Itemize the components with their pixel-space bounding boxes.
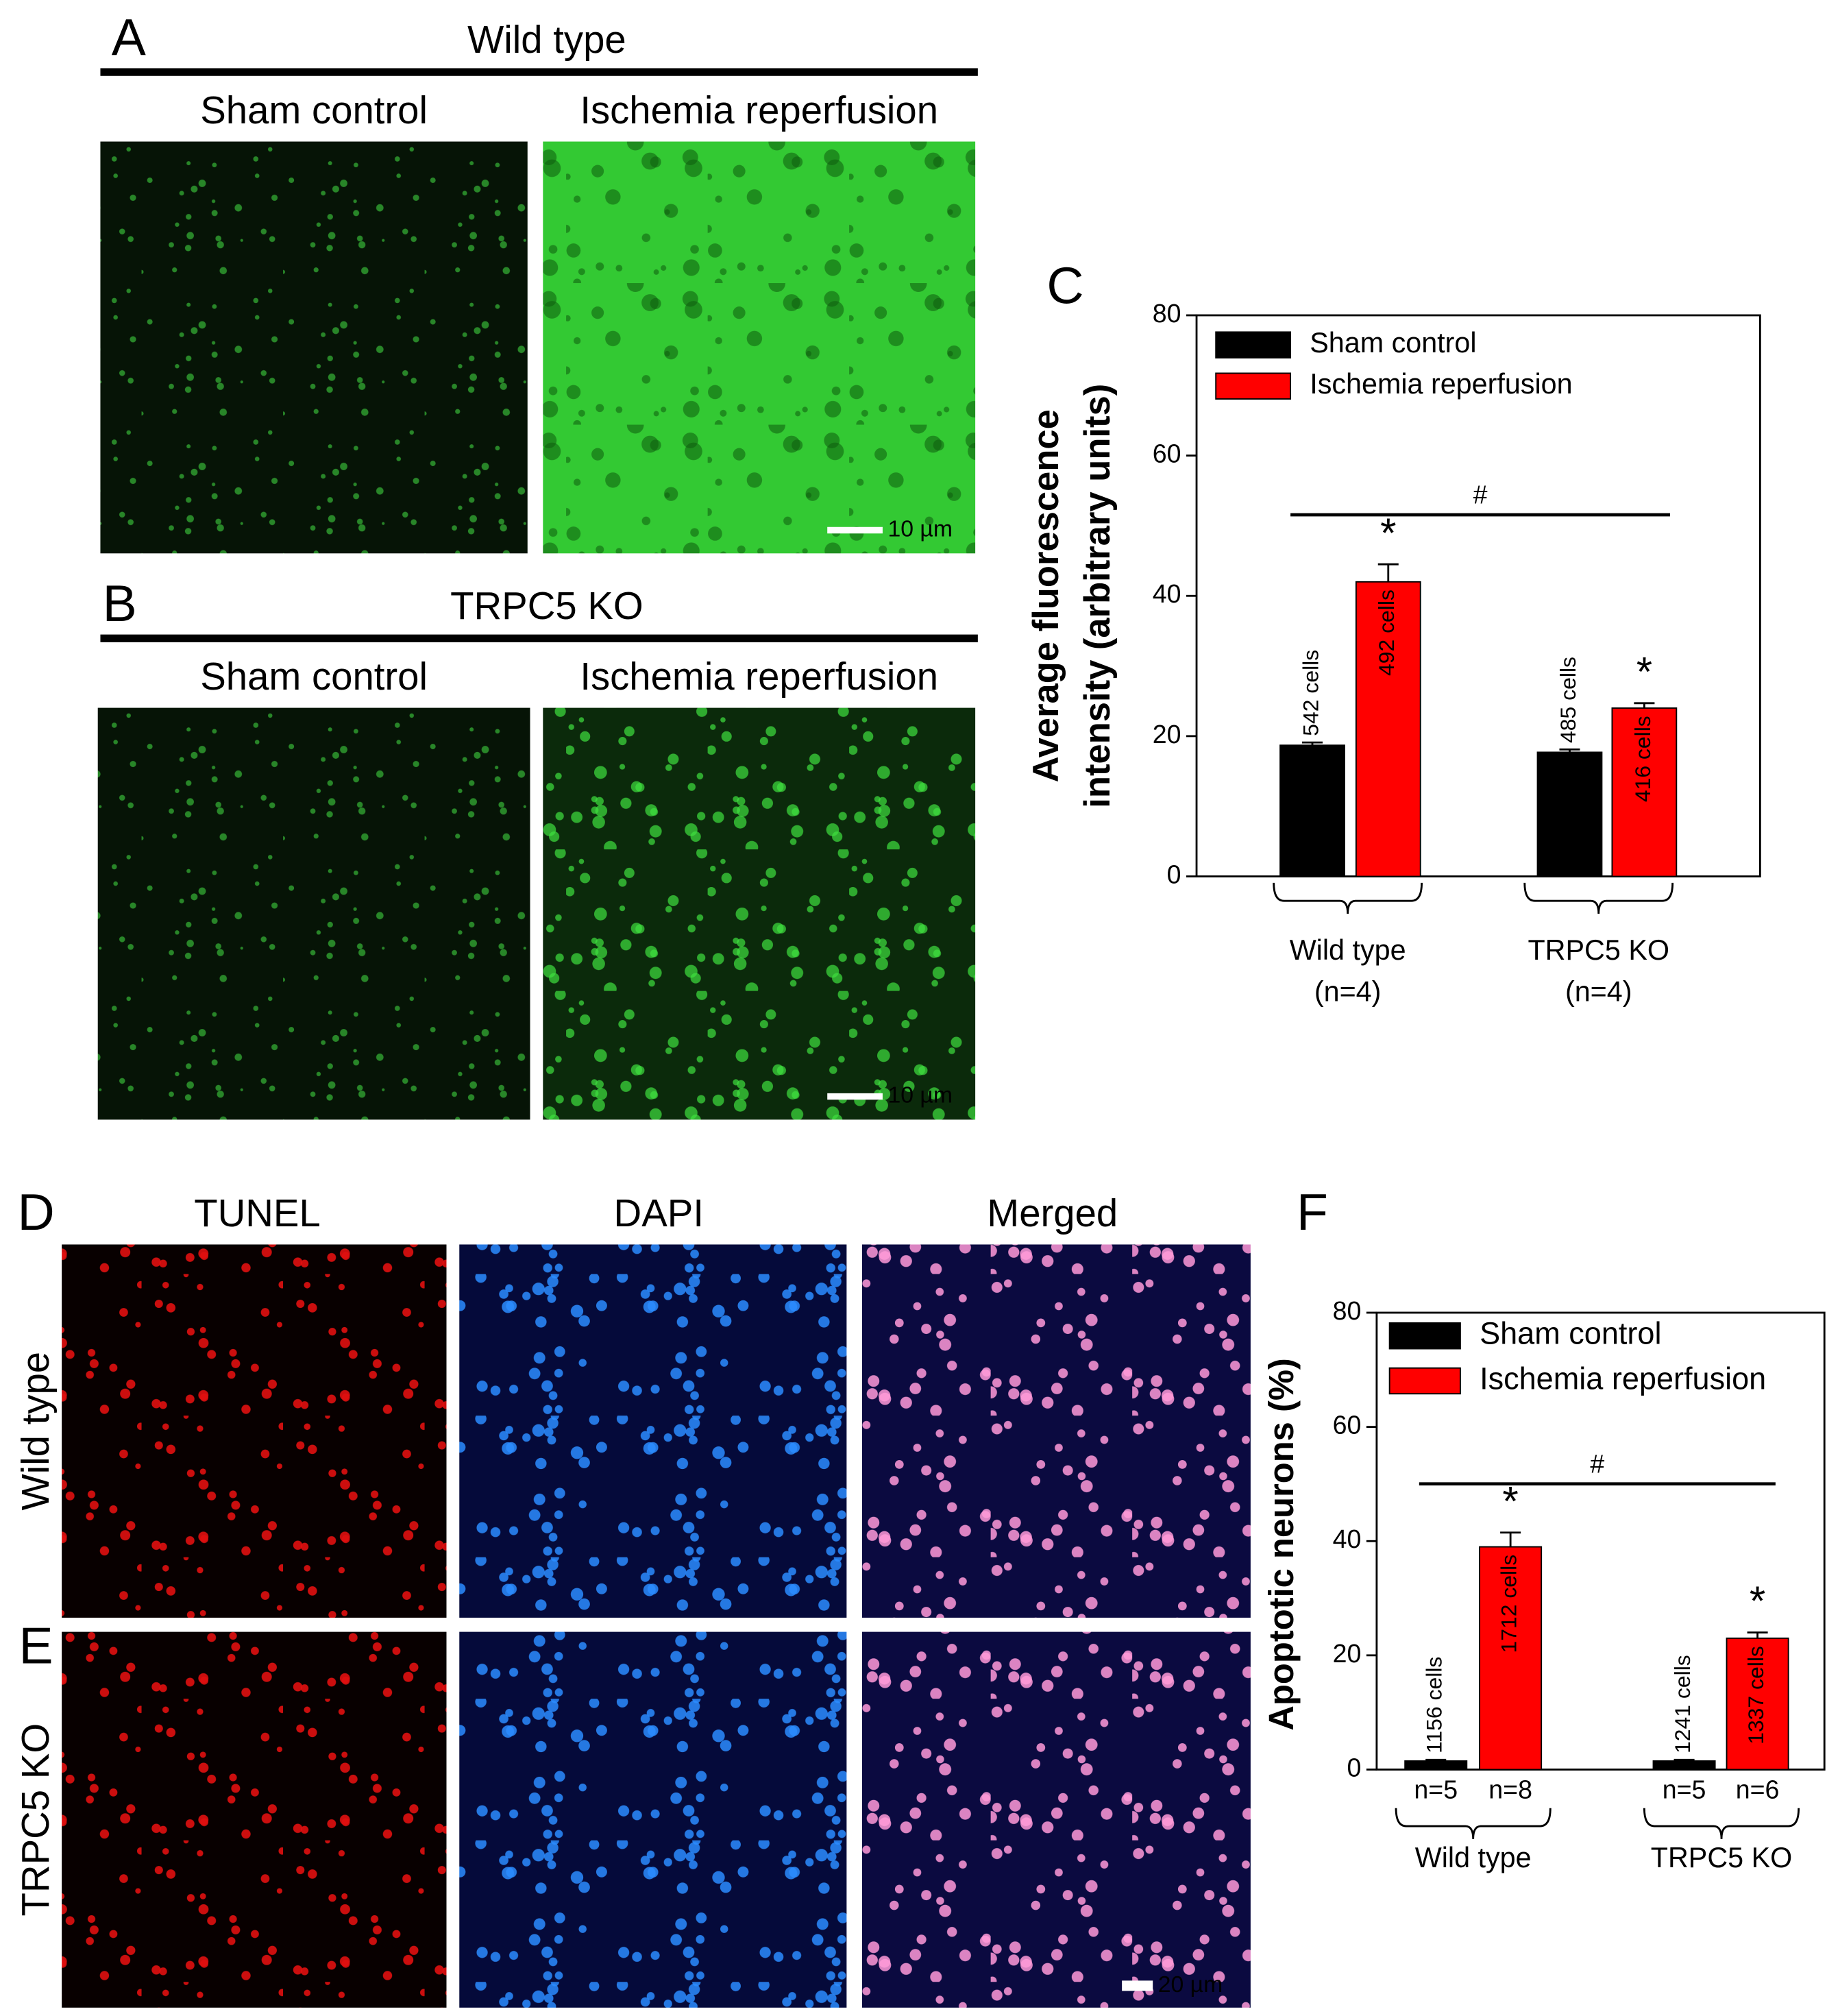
cell-count-label: 1241 cells bbox=[1670, 1655, 1695, 1753]
micrograph bbox=[861, 1244, 1251, 1618]
legend-label: Sham control bbox=[1480, 1316, 1661, 1351]
micrograph bbox=[62, 1631, 447, 2008]
panel-label: A bbox=[112, 8, 146, 66]
y-tick-label: 0 bbox=[1167, 860, 1181, 888]
y-tick-label: 20 bbox=[1153, 720, 1181, 749]
column-heading: Merged bbox=[987, 1191, 1118, 1235]
significance-marker: * bbox=[1380, 510, 1396, 556]
micrograph bbox=[97, 707, 530, 1120]
panel-label: C bbox=[1046, 256, 1083, 314]
panel-title: Wild type bbox=[467, 18, 626, 61]
bar bbox=[1479, 1546, 1543, 1771]
x-tick-label: Wild type bbox=[1415, 1842, 1532, 1873]
sample-size-label: n=6 bbox=[1736, 1775, 1780, 1804]
cell-count-label: 416 cells bbox=[1630, 716, 1655, 802]
sample-size-label: n=5 bbox=[1663, 1775, 1706, 1804]
micrograph bbox=[459, 1631, 847, 2008]
y-tick-label: 80 bbox=[1333, 1296, 1362, 1325]
cell-count-label: 1156 cells bbox=[1422, 1657, 1447, 1753]
legend-label: Ischemia reperfusion bbox=[1480, 1361, 1766, 1396]
cell-count-label: 1337 cells bbox=[1743, 1646, 1768, 1745]
bar bbox=[1652, 1760, 1716, 1771]
group-bracket bbox=[1523, 882, 1674, 914]
category-note: (n=4) bbox=[1565, 975, 1632, 1007]
y-axis-label: intensity (arbitrary units) bbox=[1077, 384, 1118, 808]
y-tick-label: 40 bbox=[1333, 1525, 1362, 1553]
scale-bar-label: 10 µm bbox=[887, 1082, 953, 1108]
group-marker: # bbox=[1473, 481, 1488, 509]
cell-count-label: 1712 cells bbox=[1497, 1555, 1521, 1653]
bar bbox=[1355, 581, 1421, 877]
bar bbox=[1279, 744, 1345, 877]
x-tick-label: Wild type bbox=[1290, 934, 1406, 966]
bar bbox=[1726, 1637, 1789, 1771]
significance-marker: * bbox=[1750, 1578, 1765, 1624]
cell-count-label: 485 cells bbox=[1556, 657, 1580, 743]
scale-bar bbox=[1122, 1980, 1153, 1991]
panel-title: TRPC5 KO bbox=[450, 584, 643, 627]
group-marker: # bbox=[1590, 1449, 1604, 1478]
bar bbox=[1404, 1760, 1468, 1771]
significance-marker: * bbox=[1502, 1478, 1518, 1524]
y-axis-label: Apoptotic neurons (%) bbox=[1262, 1358, 1301, 1730]
legend-label: Ischemia reperfusion bbox=[1310, 368, 1572, 400]
group-bracket bbox=[1395, 1808, 1552, 1839]
x-tick-label: TRPC5 KO bbox=[1651, 1842, 1793, 1873]
legend-swatch bbox=[1388, 1367, 1461, 1395]
column-heading: DAPI bbox=[614, 1191, 704, 1235]
micrograph bbox=[62, 1244, 447, 1618]
legend-swatch bbox=[1215, 331, 1292, 359]
y-tick-label: 80 bbox=[1153, 299, 1181, 328]
y-tick-label: 60 bbox=[1153, 439, 1181, 468]
row-label: TRPC5 KO bbox=[14, 1723, 57, 1917]
cell-count-label: 542 cells bbox=[1298, 650, 1323, 736]
column-heading: Sham control bbox=[200, 655, 428, 698]
legend-label: Sham control bbox=[1310, 327, 1476, 359]
row-label: Wild type bbox=[14, 1352, 57, 1511]
legend-swatch bbox=[1215, 372, 1292, 400]
column-heading: TUNEL bbox=[194, 1191, 321, 1235]
bar bbox=[1536, 751, 1603, 877]
y-tick-label: 20 bbox=[1333, 1639, 1362, 1668]
column-heading: Ischemia reperfusion bbox=[580, 655, 938, 698]
micrograph bbox=[861, 1631, 1251, 2008]
y-tick-label: 40 bbox=[1153, 579, 1181, 608]
sample-size-label: n=8 bbox=[1488, 1775, 1532, 1804]
category-note: (n=4) bbox=[1314, 975, 1382, 1007]
significance-marker: * bbox=[1636, 648, 1652, 694]
y-axis-label: Average fluorescence bbox=[1026, 409, 1066, 782]
micrograph bbox=[543, 707, 976, 1120]
micrograph bbox=[459, 1244, 847, 1618]
scale-bar-label: 10 µm bbox=[887, 515, 953, 542]
column-heading: Ischemia reperfusion bbox=[580, 88, 938, 132]
micrograph bbox=[100, 141, 528, 554]
group-bracket bbox=[1643, 1808, 1800, 1839]
panel-label: D bbox=[17, 1183, 54, 1241]
panel-label: E bbox=[19, 1617, 53, 1675]
legend-swatch bbox=[1388, 1322, 1461, 1350]
y-tick-label: 0 bbox=[1347, 1753, 1361, 1782]
x-tick-label: TRPC5 KO bbox=[1528, 934, 1669, 966]
group-bracket bbox=[1273, 882, 1423, 914]
panel-label: B bbox=[103, 574, 137, 632]
scale-bar-label: 20 µm bbox=[1158, 1971, 1223, 1997]
y-tick-label: 60 bbox=[1333, 1411, 1362, 1440]
cell-count-label: 492 cells bbox=[1374, 590, 1399, 676]
sample-size-label: n=5 bbox=[1414, 1775, 1458, 1804]
panel-label: F bbox=[1297, 1183, 1328, 1241]
column-heading: Sham control bbox=[200, 88, 428, 132]
micrograph bbox=[543, 141, 976, 554]
